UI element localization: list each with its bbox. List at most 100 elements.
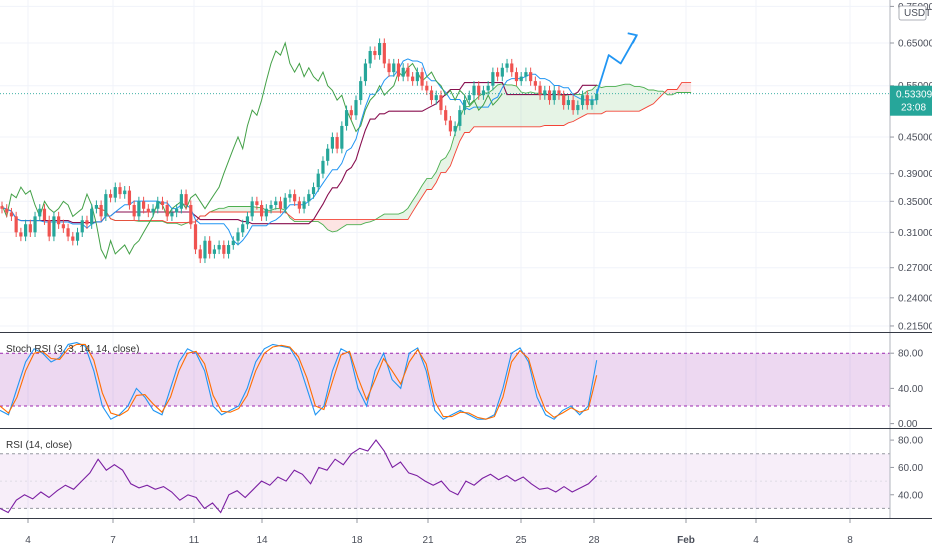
cloud-segment bbox=[620, 84, 626, 112]
cloud-segment bbox=[549, 94, 555, 126]
candle-body bbox=[420, 72, 424, 86]
cloud-segment bbox=[615, 85, 621, 112]
cloud-segment bbox=[488, 89, 493, 127]
candle-body bbox=[94, 205, 98, 209]
candle-body bbox=[552, 90, 556, 101]
candle-body bbox=[293, 194, 297, 202]
candle-body bbox=[510, 63, 514, 73]
projection-path bbox=[595, 34, 638, 94]
candle-body bbox=[5, 208, 9, 213]
candle-body bbox=[28, 224, 32, 233]
cloud-segment bbox=[681, 82, 687, 93]
cloud-segment bbox=[540, 93, 545, 127]
cloud-segment bbox=[450, 133, 456, 166]
cloud-segment bbox=[530, 92, 536, 127]
y-tick-label: 0.65000 bbox=[898, 39, 932, 50]
y-tick-label: 0.00 bbox=[898, 419, 918, 430]
candle-body bbox=[486, 85, 490, 91]
candle-body bbox=[104, 194, 108, 217]
cloud-segment bbox=[228, 206, 234, 213]
candle-body bbox=[0, 206, 4, 209]
series-line bbox=[0, 342, 598, 420]
candle-body bbox=[203, 240, 207, 259]
cloud-segment bbox=[601, 86, 607, 114]
x-tick-label: 14 bbox=[256, 535, 268, 546]
cloud-segment bbox=[412, 193, 418, 212]
time-axis-bg bbox=[0, 519, 932, 550]
candle-body bbox=[118, 187, 122, 195]
y-tick-label: 40.00 bbox=[898, 384, 923, 395]
cloud-segment bbox=[384, 214, 390, 220]
cloud-segment bbox=[440, 157, 446, 173]
cloud-segment bbox=[639, 86, 644, 112]
countdown-label: 23:08 bbox=[901, 103, 926, 114]
cloud-segment bbox=[629, 84, 635, 112]
series-line bbox=[0, 343, 598, 420]
candle-body bbox=[264, 208, 268, 217]
candle-body bbox=[533, 81, 537, 86]
y-tick-label: 0.39000 bbox=[898, 169, 932, 180]
candle-body bbox=[571, 100, 575, 111]
candle-body bbox=[297, 201, 301, 209]
candle-body bbox=[382, 43, 386, 64]
candle-body bbox=[462, 100, 467, 111]
candle-body bbox=[500, 67, 504, 77]
candle-body bbox=[160, 201, 165, 206]
last-price-box bbox=[890, 85, 932, 116]
candle-body bbox=[387, 63, 391, 73]
candle-body bbox=[363, 63, 368, 82]
candle-body bbox=[24, 224, 28, 237]
candle-body bbox=[198, 249, 202, 259]
cloud-segment bbox=[610, 86, 616, 112]
candle-body bbox=[316, 173, 320, 188]
grid bbox=[0, 0, 890, 518]
candle-body bbox=[108, 194, 113, 198]
cloud-segment bbox=[299, 219, 305, 222]
cloud-segment bbox=[474, 96, 479, 127]
candle-body bbox=[170, 212, 174, 217]
candle-body bbox=[179, 194, 183, 209]
candle-body bbox=[481, 90, 486, 96]
candle-body bbox=[529, 72, 533, 82]
candle-body bbox=[278, 201, 283, 209]
candle-body bbox=[127, 190, 132, 206]
cloud-segment bbox=[686, 82, 692, 93]
candle-body bbox=[519, 76, 523, 82]
cloud-segment bbox=[445, 149, 451, 173]
candle-body bbox=[90, 208, 94, 225]
candle-body bbox=[448, 120, 452, 132]
currency-box bbox=[898, 5, 927, 21]
candle-body bbox=[373, 50, 377, 56]
y-tick-label: 0.45000 bbox=[898, 133, 932, 144]
cloud-segment bbox=[332, 219, 338, 232]
cloud-segment bbox=[294, 219, 300, 222]
x-tick-label: 4 bbox=[753, 535, 759, 546]
cloud-segment bbox=[648, 89, 654, 107]
candle-body bbox=[75, 232, 80, 241]
candle-body bbox=[9, 212, 14, 217]
candle-body bbox=[250, 201, 254, 217]
candle-body bbox=[61, 224, 65, 229]
cloud-segment bbox=[521, 92, 526, 127]
cloud-segment bbox=[492, 84, 498, 127]
cloud-segment bbox=[356, 219, 361, 225]
candle-body bbox=[132, 205, 136, 217]
cloud-segment bbox=[379, 214, 385, 220]
candle-body bbox=[335, 137, 339, 149]
candle-body bbox=[283, 197, 287, 209]
candle-body bbox=[208, 240, 212, 254]
labels: Stoch RSI (3, 3, 14, 14, close) RSI (14,… bbox=[6, 8, 931, 451]
candle-body bbox=[288, 194, 292, 198]
candle-body bbox=[142, 201, 146, 209]
cloud-segment bbox=[606, 86, 611, 112]
x-tick-label: 28 bbox=[588, 535, 600, 546]
candle-body bbox=[467, 95, 471, 101]
cloud-segment bbox=[351, 219, 356, 225]
candle-body bbox=[193, 224, 198, 250]
candle-body bbox=[378, 43, 382, 56]
cloud-segment bbox=[511, 84, 517, 127]
candle-body bbox=[307, 194, 311, 202]
candle-body bbox=[231, 240, 235, 246]
cloud-segment bbox=[507, 84, 512, 127]
